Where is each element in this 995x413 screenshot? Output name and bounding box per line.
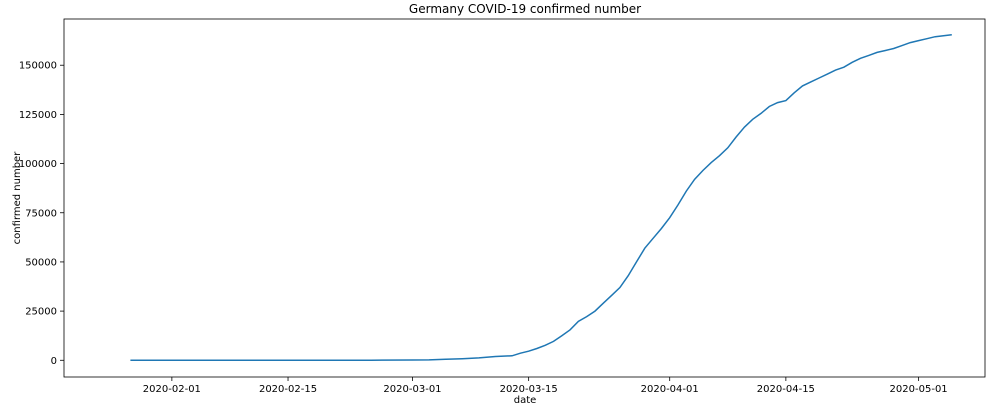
chart-title: Germany COVID-19 confirmed number (409, 2, 641, 16)
y-axis: 0 25000 50000 75000 100000 125000 150000 (19, 61, 64, 367)
plot-area (64, 19, 985, 377)
y-tick-label: 25000 (25, 307, 57, 318)
y-tick-label: 75000 (25, 208, 57, 219)
x-tick-label: 2020-03-15 (500, 384, 558, 395)
x-tick-label: 2020-04-01 (641, 384, 699, 395)
series-group (130, 33, 952, 362)
y-tick-label: 50000 (25, 257, 57, 268)
x-tick-label: 2020-05-01 (890, 384, 948, 395)
y-tick-label: 100000 (19, 159, 57, 170)
series-line-0 (130, 33, 952, 362)
y-tick-label: 125000 (19, 110, 57, 121)
x-tick-label: 2020-02-01 (143, 384, 201, 395)
x-axis: 2020-02-01 2020-02-15 2020-03-01 2020-03-15… (143, 377, 948, 395)
plot-frame (63, 18, 986, 378)
x-tick-label: 2020-03-01 (383, 384, 441, 395)
y-axis-label: confirmed number (12, 151, 23, 245)
x-tick-label: 2020-04-15 (757, 384, 815, 395)
y-tick-label: 150000 (19, 61, 57, 72)
x-axis-label: date (514, 395, 537, 406)
x-tick-label: 2020-02-15 (259, 384, 317, 395)
y-tick-label: 0 (51, 356, 57, 367)
